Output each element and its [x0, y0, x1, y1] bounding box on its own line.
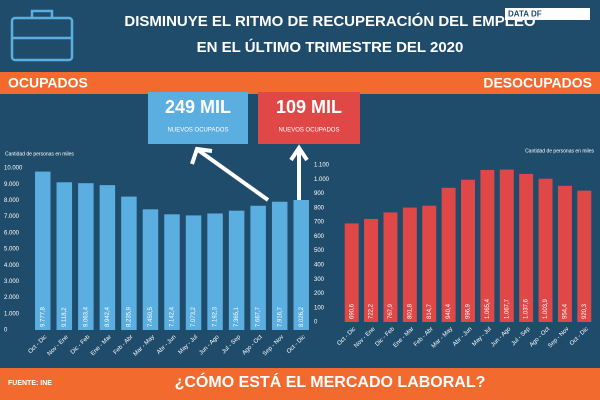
value-label: 690,6 — [349, 303, 355, 319]
bar — [99, 185, 116, 330]
value-label: 1.067,7 — [504, 298, 510, 319]
value-label: 7.142,4 — [170, 306, 176, 327]
bar — [383, 212, 398, 322]
bar — [228, 210, 245, 330]
value-label: 8.026,2 — [299, 306, 305, 327]
callout-box — [258, 92, 360, 144]
arrows — [190, 144, 309, 202]
callout-box — [148, 92, 248, 144]
bar — [185, 215, 202, 330]
value-label: 1.003,9 — [543, 298, 549, 319]
bar — [422, 205, 437, 322]
section-title: OCUPADOS — [8, 75, 88, 91]
value-label: 7.667,7 — [256, 306, 262, 327]
y-tick-label: 0 — [4, 328, 8, 334]
y-tick-label: 200 — [314, 291, 325, 297]
bar — [250, 205, 266, 330]
callout-label: NUEVOS OCUPADOS — [168, 128, 229, 134]
section-title: DESOCUPADOS — [483, 75, 592, 91]
y-tick-label: 2.000 — [4, 295, 20, 301]
title: DISMINUYE EL RITMO DE RECUPERACIÓN DEL E… — [124, 12, 535, 30]
section-band — [0, 72, 600, 94]
value-label: 1.065,4 — [485, 298, 491, 319]
y-tick-label: 900 — [314, 191, 325, 197]
footer-question: ¿CÓMO ESTÁ EL MERCADO LABORAL? — [175, 372, 486, 391]
bar — [142, 209, 159, 330]
y-tick-label: 3.000 — [4, 279, 20, 285]
value-label: 920,3 — [582, 303, 588, 319]
bar — [577, 190, 592, 322]
y-tick-label: 100 — [314, 305, 325, 311]
value-label: 7.073,2 — [191, 306, 197, 327]
bar — [207, 213, 223, 330]
title: EN EL ÚLTIMO TRIMESTRE DEL 2020 — [197, 38, 464, 56]
bar — [344, 223, 359, 322]
logo: DATA DF — [508, 10, 542, 19]
y-tick-label: 6.000 — [4, 230, 20, 236]
bar — [519, 173, 534, 322]
callout-value: 109 MIL — [276, 97, 342, 117]
callout-label: NUEVOS OCUPADOS — [279, 128, 340, 134]
value-label: 8.942,4 — [105, 306, 111, 327]
y-axis-label: Cantidad de personas en miles — [525, 148, 594, 154]
footer-band — [0, 368, 600, 400]
bar — [78, 183, 94, 330]
bar — [461, 179, 475, 322]
value-label: 9.063,4 — [83, 306, 89, 327]
value-label: 7.450,5 — [148, 306, 154, 327]
briefcase-icon — [10, 9, 74, 62]
logo-box — [505, 8, 590, 20]
y-tick-label: 300 — [314, 277, 325, 283]
bar — [121, 196, 137, 330]
value-label: 954,4 — [563, 303, 569, 319]
bar — [557, 185, 572, 322]
bar — [499, 169, 514, 322]
y-tick-label: 700 — [314, 220, 325, 226]
y-tick-label: 8.000 — [4, 198, 20, 204]
bar — [293, 199, 309, 330]
y-tick-label: 9.000 — [4, 182, 20, 188]
value-label: 940,4 — [446, 303, 452, 319]
value-label: 1.037,6 — [524, 298, 530, 319]
bar — [538, 178, 553, 322]
y-tick-label: 1.100 — [314, 163, 330, 169]
y-tick-label: 1.000 — [314, 177, 330, 183]
callout-value: 249 MIL — [165, 97, 231, 117]
y-tick-label: 4.000 — [4, 263, 20, 269]
bar — [35, 171, 51, 330]
y-tick-label: 7.000 — [4, 214, 20, 220]
y-tick-label: 400 — [314, 262, 325, 268]
bar — [271, 201, 288, 330]
bar — [402, 207, 417, 322]
value-label: 801,8 — [407, 303, 413, 319]
bar — [56, 182, 73, 330]
value-label: 767,9 — [388, 303, 394, 319]
bar — [441, 187, 456, 322]
y-tick-label: 500 — [314, 248, 325, 254]
value-label: 7.365,1 — [234, 306, 240, 327]
source: FUENTE: INE — [8, 380, 52, 387]
value-label: 7.192,3 — [213, 306, 219, 327]
value-label: 8.235,9 — [127, 306, 133, 327]
bar — [480, 169, 495, 322]
value-label: 996,9 — [466, 303, 472, 319]
y-tick-label: 5.000 — [4, 247, 20, 253]
value-label: 722,2 — [369, 303, 375, 319]
y-tick-label: 0 — [314, 320, 318, 326]
y-tick-label: 600 — [314, 234, 325, 240]
value-label: 9.118,2 — [62, 307, 68, 327]
y-tick-label: 800 — [314, 205, 325, 211]
bar — [364, 218, 379, 322]
value-label: 814,7 — [427, 303, 433, 319]
value-label: 7.916,7 — [277, 306, 283, 327]
bar — [164, 214, 180, 330]
value-label: 9.777,8 — [40, 306, 46, 327]
y-axis-label: Cantidad de personas en miles — [5, 151, 74, 157]
y-tick-label: 10.000 — [4, 166, 23, 172]
y-tick-label: 1.000 — [4, 311, 20, 317]
